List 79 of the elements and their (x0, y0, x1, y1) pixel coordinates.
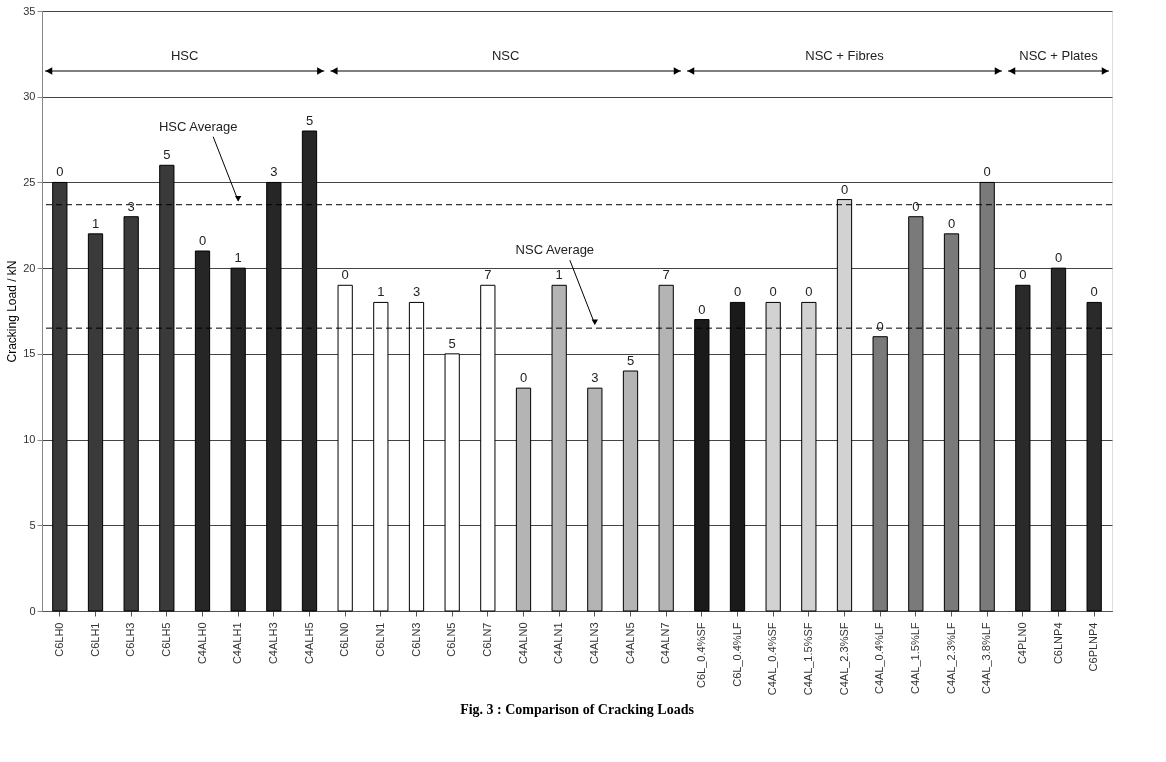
x-tick-label: C6PLNP4 (1087, 622, 1100, 672)
x-tick-label: C4ALH5 (302, 622, 315, 665)
y-tick-label: 5 (29, 518, 36, 531)
x-tick-label: C6LN5 (445, 622, 458, 657)
annotation: 5 (305, 113, 314, 128)
x-tick-label: C6LH5 (159, 622, 172, 657)
annotation: NSC + Fibres (805, 48, 885, 63)
x-tick-label: C6LN1 (373, 622, 386, 657)
bar (622, 370, 639, 612)
x-tick-label: C6LN0 (338, 622, 351, 657)
bar (515, 387, 532, 612)
x-tick-label: C4ALN1 (552, 622, 565, 665)
x-tick-label: C6LH3 (124, 622, 137, 657)
y-tick-label: 20 (23, 261, 36, 274)
annotation: 0 (947, 215, 956, 231)
annotation: 0 (519, 370, 528, 386)
annotation: 0 (56, 164, 64, 180)
y-axis-title: Cracking Load / kN (5, 260, 20, 363)
x-tick-label: C4AL_0.4%SF (766, 622, 779, 696)
annotation: 0 (840, 181, 849, 197)
x-tick-label: C4AL_3.8%LF (980, 622, 993, 695)
annotation: 0 (983, 164, 991, 180)
annotation: 1 (555, 267, 563, 283)
bar (587, 387, 603, 612)
x-tick-label: C4AL_2.3%SF (837, 622, 850, 696)
annotation: 1 (377, 284, 385, 300)
y-tick-label: 30 (23, 90, 36, 103)
annotation: 0 (1090, 284, 1098, 300)
annotation: 3 (591, 370, 599, 386)
annotation: NSC (491, 48, 520, 63)
y-tick-label: 15 (23, 347, 36, 360)
bar (444, 353, 460, 612)
annotation: 7 (662, 267, 670, 283)
annotation: 0 (733, 284, 742, 300)
annotation: 5 (448, 335, 456, 351)
annotation: 0 (198, 233, 207, 248)
x-tick-label: C4ALN0 (516, 622, 529, 665)
x-tick-label: C4PLN0 (1015, 622, 1028, 665)
x-tick-label: C6LNP4 (1051, 622, 1064, 665)
x-tick-label: C4ALH3 (266, 622, 279, 665)
annotation: 5 (163, 147, 171, 163)
y-tick-label: 10 (23, 433, 36, 446)
annotation: 3 (270, 164, 278, 180)
annotation: 1 (91, 215, 100, 231)
annotation: 0 (805, 284, 813, 300)
x-tick-label: C4AL_0.4%LF (873, 622, 886, 695)
annotation: 0 (1054, 250, 1063, 266)
annotation: HSC (170, 48, 199, 63)
x-tick-label: C4ALN3 (587, 622, 600, 665)
annotation: 0 (698, 301, 706, 317)
x-tick-label: C6LH1 (88, 622, 101, 657)
annotation: NSC Average (515, 242, 595, 258)
annotation: 3 (412, 284, 421, 300)
annotation: 1 (234, 250, 242, 266)
x-tick-label: C6L_0.4%SF (694, 622, 707, 688)
annotation: NSC + Plates (1019, 48, 1099, 63)
x-tick-label: C4AL_1.5%LF (908, 622, 921, 695)
x-tick-label: C4ALN7 (659, 622, 672, 665)
x-tick-label: C4AL_2.3%LF (944, 622, 957, 695)
x-tick-label: C4ALN5 (623, 622, 636, 665)
annotation: 0 (912, 198, 920, 214)
annotation: 5 (626, 353, 635, 368)
x-tick-label: C6LN3 (409, 622, 422, 657)
y-tick-label: 0 (29, 604, 36, 617)
x-tick-label: C4ALH1 (231, 622, 244, 665)
bar (872, 336, 888, 612)
x-tick-label: C6LN7 (480, 622, 493, 657)
y-tick-label: 25 (23, 175, 36, 188)
annotation: HSC Average (158, 118, 238, 134)
x-tick-label: C4ALH0 (195, 622, 208, 665)
x-tick-label: C6L_0.4%LF (730, 622, 743, 687)
x-tick-label: C4AL_1.5%SF (801, 622, 814, 696)
y-tick-label: 35 (23, 4, 36, 17)
x-tick-label: C6LH0 (52, 622, 65, 657)
annotation: 0 (1019, 267, 1027, 283)
annotation: 0 (341, 267, 349, 283)
text: Fig. 3 : Comparison of Cracking Loads (460, 701, 695, 717)
annotation: 0 (769, 284, 777, 300)
annotation: 7 (484, 267, 492, 283)
